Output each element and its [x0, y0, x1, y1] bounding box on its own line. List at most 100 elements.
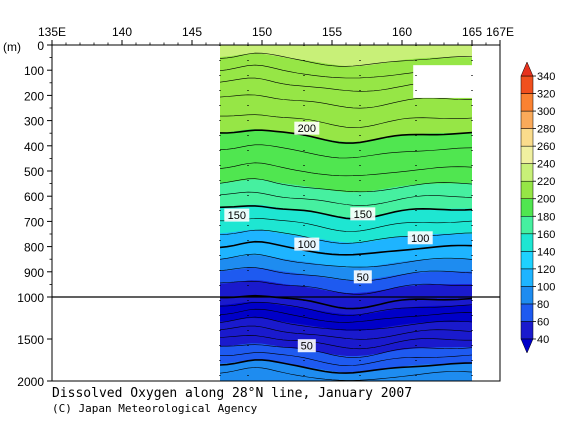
y-tick-label: 800 [24, 241, 44, 255]
y-tick-label: 600 [24, 190, 44, 204]
colorbar-segment [520, 128, 534, 147]
x-tick-label: 165 [462, 25, 482, 39]
contour-line [220, 267, 472, 282]
contour-label-bg [353, 270, 372, 284]
contour-line [220, 94, 472, 109]
y-tick-label: 100 [24, 64, 44, 78]
y-tick-label: 1000 [17, 291, 44, 305]
colorbar-tick-label: 40 [537, 334, 549, 346]
colorbar: 40 60 80 100 120 140 160 180 200 220 240 260 280 300 3… [520, 61, 555, 354]
colorbar-segment [520, 163, 534, 182]
contour-label-bg [294, 237, 320, 251]
x-tick-label: 140 [112, 25, 132, 39]
contour-line [220, 178, 472, 193]
colorbar-segment [520, 93, 534, 112]
contour-line [220, 144, 472, 159]
chart-title: Dissolved Oxygen along 28°N line, Januar… [52, 386, 412, 401]
colorbar-tick-label: 200 [537, 194, 555, 206]
colorbar-segment [520, 110, 534, 129]
contour-line [220, 352, 472, 367]
contour-label: 150 [354, 209, 372, 221]
contour-label: 50 [301, 341, 313, 353]
colorbar-segment [520, 268, 534, 287]
colorbar-tick-label: 280 [537, 124, 555, 136]
x-tick-label: 145 [182, 25, 202, 39]
y-tick-label: 0 [37, 39, 44, 53]
colorbar-tick-label: 340 [537, 71, 555, 83]
x-axis-ticks: 135E 140 145 150 155 160 165 167E [38, 25, 514, 45]
colorbar-segment [520, 251, 534, 270]
y-tick-label: 900 [24, 266, 44, 280]
contour-line [220, 367, 472, 381]
colorbar-tick-label: 320 [537, 89, 555, 101]
contour-line [220, 302, 472, 316]
credit-text: (C) Japan Meteorological Agency [52, 402, 258, 415]
y-tick-label: 200 [24, 89, 44, 103]
contour-line [220, 162, 472, 177]
colorbar-segment [520, 180, 534, 199]
missing-data-rect [413, 65, 472, 98]
contour-label-bg [407, 231, 433, 245]
contour-line [220, 316, 472, 331]
contour-line [220, 191, 472, 206]
contour-line [220, 359, 472, 374]
colorbar-tick-label: 100 [537, 281, 555, 293]
y-tick-label: 700 [24, 215, 44, 229]
colorbar-segment [520, 233, 534, 252]
contour-label-bg [294, 121, 320, 135]
contour-label-bg [350, 207, 376, 221]
colorbar-tick-label: 140 [537, 246, 555, 258]
contour-label: 100 [411, 233, 429, 245]
colorbar-segment [520, 321, 534, 340]
contour-line [220, 240, 472, 256]
contour-labels: 200 150 150 100 100 50 50 [224, 121, 433, 353]
contour-label: 200 [298, 123, 316, 135]
x-tick-label: 155 [322, 25, 342, 39]
contour-line [220, 129, 472, 144]
y-tick-label: 300 [24, 115, 44, 129]
colorbar-segment [520, 216, 534, 235]
contour-label-bg [297, 339, 316, 353]
contour-line [220, 205, 472, 220]
contour-line [220, 114, 472, 128]
colorbar-segment [520, 303, 534, 322]
contour-line [220, 335, 472, 350]
oxygen-data-area [220, 45, 472, 381]
x-tick-label: 135E [38, 25, 66, 39]
colorbar-tick-label: 80 [537, 299, 549, 311]
colorbar-segment [520, 286, 534, 305]
contour-label-bg [224, 208, 250, 222]
contour-line [220, 280, 472, 295]
contour-label: 50 [357, 272, 369, 284]
contour-line [220, 52, 472, 67]
contour-line [220, 253, 472, 268]
colorbar-tick-label: 240 [537, 159, 555, 171]
colorbar-tick-label: 60 [537, 316, 549, 328]
contour-label: 100 [298, 239, 316, 251]
y-tick-label: 1500 [17, 333, 44, 347]
contour-line [220, 218, 472, 232]
x-tick-label: 150 [252, 25, 272, 39]
colorbar-tick-label: 260 [537, 141, 555, 153]
oxygen-band [220, 368, 472, 381]
y-tick-label: 500 [24, 165, 44, 179]
missing-data-patch [413, 65, 472, 98]
y-tick-label: 400 [24, 140, 44, 154]
colorbar-over-triangle [520, 61, 534, 77]
contour-line [220, 308, 472, 323]
x-tick-label: 167E [486, 25, 514, 39]
contour-label: 150 [228, 210, 246, 222]
y-axis-ticks: 0 100 200 300 400 500 600 700 800 900 1000 1500 2000 [17, 39, 52, 389]
colorbar-tick-label: 300 [537, 106, 555, 118]
colorbar-tick-label: 180 [537, 211, 555, 223]
depth-unit-label: (m) [3, 40, 21, 54]
colorbar-tick-label: 120 [537, 264, 555, 276]
colorbar-segment [520, 198, 534, 217]
contour-line [220, 344, 472, 358]
colorbar-segment [520, 145, 534, 164]
contour-line [220, 325, 472, 340]
y-tick-label: 2000 [17, 375, 44, 389]
colorbar-segment [520, 75, 534, 94]
colorbar-tick-label: 160 [537, 229, 555, 241]
